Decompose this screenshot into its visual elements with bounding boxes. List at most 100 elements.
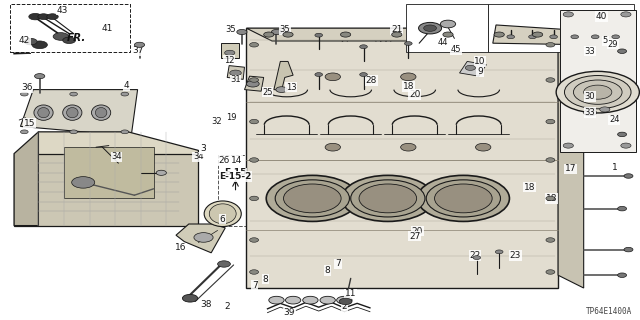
Circle shape xyxy=(621,12,631,17)
Text: 32: 32 xyxy=(211,117,221,126)
Text: 7: 7 xyxy=(252,281,257,290)
Polygon shape xyxy=(20,90,138,136)
Ellipse shape xyxy=(67,108,78,118)
Circle shape xyxy=(546,78,555,82)
Circle shape xyxy=(404,42,412,45)
Circle shape xyxy=(424,25,436,31)
Circle shape xyxy=(584,109,596,116)
Circle shape xyxy=(546,196,555,201)
Text: 31: 31 xyxy=(230,76,241,84)
Text: 8: 8 xyxy=(325,266,330,275)
Polygon shape xyxy=(246,28,584,41)
Circle shape xyxy=(237,29,247,35)
Circle shape xyxy=(250,78,259,82)
Circle shape xyxy=(121,92,129,96)
Ellipse shape xyxy=(34,105,53,120)
FancyArrow shape xyxy=(13,31,67,54)
Circle shape xyxy=(440,20,456,28)
Circle shape xyxy=(546,158,555,162)
Polygon shape xyxy=(493,25,628,45)
Circle shape xyxy=(351,180,425,217)
Text: 27: 27 xyxy=(409,232,420,241)
Text: 40: 40 xyxy=(596,12,607,21)
Text: 33: 33 xyxy=(585,47,595,56)
Polygon shape xyxy=(14,154,198,226)
Text: 34: 34 xyxy=(111,152,122,161)
Ellipse shape xyxy=(92,105,111,120)
Circle shape xyxy=(70,130,77,134)
Text: 37: 37 xyxy=(132,46,143,55)
Circle shape xyxy=(63,37,76,44)
Text: 34: 34 xyxy=(193,152,204,161)
Text: 8: 8 xyxy=(263,275,268,284)
Circle shape xyxy=(72,177,95,188)
Circle shape xyxy=(443,32,453,37)
Circle shape xyxy=(392,32,402,37)
Circle shape xyxy=(546,43,555,47)
Text: 17: 17 xyxy=(565,164,577,173)
Text: 35: 35 xyxy=(280,25,290,34)
Text: 22: 22 xyxy=(469,251,481,260)
Polygon shape xyxy=(227,66,244,79)
Text: FR.: FR. xyxy=(67,33,86,43)
Circle shape xyxy=(35,74,45,79)
Bar xyxy=(488,4,634,52)
Circle shape xyxy=(250,43,259,47)
Text: 7: 7 xyxy=(335,260,340,268)
Circle shape xyxy=(218,261,230,267)
Circle shape xyxy=(156,170,166,175)
Circle shape xyxy=(342,175,434,221)
Circle shape xyxy=(315,73,323,76)
Text: 45: 45 xyxy=(451,45,461,54)
Circle shape xyxy=(591,35,599,39)
Circle shape xyxy=(600,107,610,112)
Text: 18: 18 xyxy=(524,183,536,192)
Text: 35: 35 xyxy=(225,25,236,34)
Polygon shape xyxy=(38,132,198,226)
Circle shape xyxy=(621,143,631,148)
Text: 5: 5 xyxy=(603,36,608,45)
Circle shape xyxy=(495,250,503,254)
Text: 26: 26 xyxy=(218,156,230,165)
Bar xyxy=(221,43,239,58)
Circle shape xyxy=(250,270,259,274)
Polygon shape xyxy=(14,132,38,226)
Circle shape xyxy=(473,256,481,260)
Text: TP64E1400A: TP64E1400A xyxy=(586,307,632,316)
Circle shape xyxy=(121,130,129,134)
Circle shape xyxy=(20,92,28,96)
Circle shape xyxy=(618,132,627,137)
Text: 15: 15 xyxy=(24,119,35,128)
Circle shape xyxy=(339,298,352,305)
Polygon shape xyxy=(274,61,293,90)
Text: 29: 29 xyxy=(608,40,618,49)
Circle shape xyxy=(182,294,198,302)
Circle shape xyxy=(20,130,28,134)
Text: 42: 42 xyxy=(19,36,30,45)
Circle shape xyxy=(194,233,213,242)
Circle shape xyxy=(618,273,627,277)
Circle shape xyxy=(38,14,49,20)
Circle shape xyxy=(532,32,543,37)
Bar xyxy=(218,155,291,226)
Text: 28: 28 xyxy=(365,76,377,85)
Circle shape xyxy=(546,238,555,242)
Text: 9: 9 xyxy=(477,68,483,76)
Circle shape xyxy=(401,73,416,81)
Circle shape xyxy=(250,238,259,242)
Text: 4: 4 xyxy=(124,81,129,90)
Polygon shape xyxy=(244,76,264,91)
Text: 38: 38 xyxy=(200,300,212,309)
Bar xyxy=(406,4,488,52)
Circle shape xyxy=(250,119,259,124)
Circle shape xyxy=(266,175,358,221)
Text: 6: 6 xyxy=(220,215,225,224)
Circle shape xyxy=(417,175,509,221)
Circle shape xyxy=(134,42,145,47)
Circle shape xyxy=(571,35,579,39)
Circle shape xyxy=(564,76,631,109)
Circle shape xyxy=(401,143,416,151)
Polygon shape xyxy=(246,28,558,288)
Ellipse shape xyxy=(209,204,236,224)
Text: 21: 21 xyxy=(391,25,403,34)
